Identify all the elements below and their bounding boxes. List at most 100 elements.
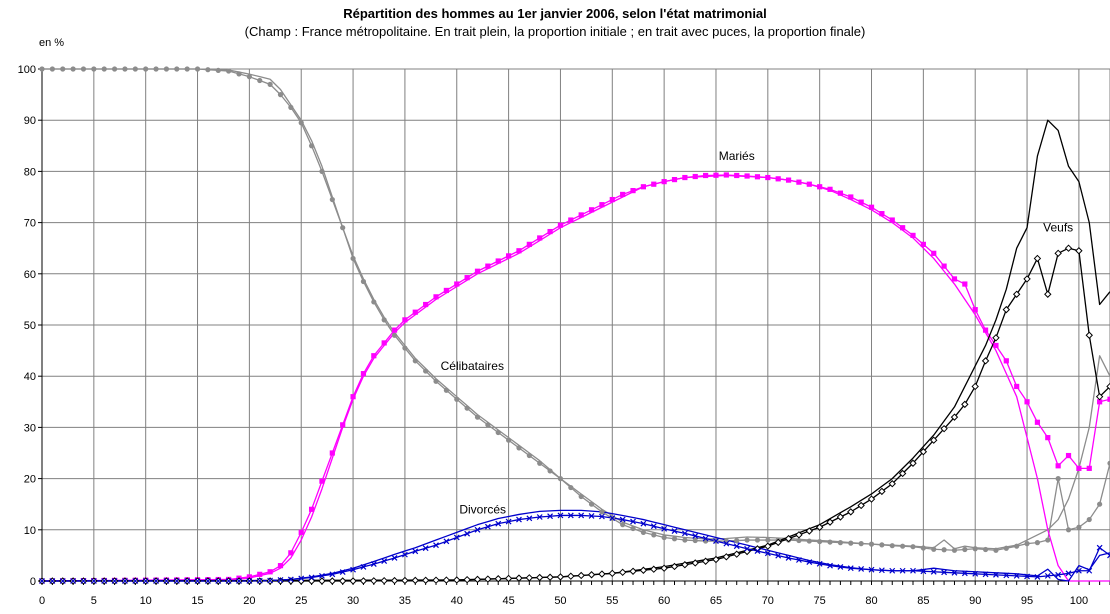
x-tick-label: 35 bbox=[399, 595, 411, 607]
data-point-maries-proportion-finale bbox=[879, 211, 885, 217]
data-point-celibataires-proportion-finale bbox=[651, 532, 657, 538]
data-point-maries-proportion-finale bbox=[474, 268, 481, 274]
data-point-maries-proportion-finale bbox=[785, 177, 792, 183]
data-point-divorces-proportion-finale bbox=[889, 567, 896, 574]
data-point-maries-proportion-finale bbox=[713, 172, 719, 178]
data-point-celibataires-proportion-finale bbox=[734, 537, 740, 544]
data-point-veufs-proportion-finale bbox=[349, 577, 357, 585]
data-point-celibataires-proportion-finale bbox=[215, 67, 221, 73]
data-point-maries-proportion-finale bbox=[298, 529, 304, 535]
x-tick-label: 0 bbox=[39, 595, 45, 607]
data-point-maries-proportion-finale bbox=[485, 263, 491, 269]
data-point-maries-proportion-finale bbox=[734, 172, 740, 179]
data-point-veufs-proportion-finale bbox=[888, 480, 896, 488]
data-point-divorces-proportion-finale bbox=[951, 569, 958, 576]
data-point-celibataires-proportion-finale bbox=[920, 545, 926, 551]
data-point-veufs-proportion-finale bbox=[494, 575, 502, 583]
data-point-divorces-proportion-finale bbox=[215, 578, 222, 584]
data-point-celibataires-proportion-finale bbox=[879, 542, 885, 548]
data-point-veufs-proportion-finale bbox=[961, 400, 969, 409]
data-point-celibataires-proportion-finale bbox=[402, 345, 408, 351]
data-point-celibataires-proportion-finale bbox=[371, 299, 377, 305]
data-point-veufs-proportion-finale bbox=[971, 382, 979, 391]
axes: 0 10 20 30 40 50 60 70 80 90 100 0 5 10 15 20 25 30 35 40 45… bbox=[18, 64, 1110, 607]
data-point-veufs-proportion-finale bbox=[784, 534, 793, 543]
x-tick-label: 30 bbox=[347, 595, 359, 607]
data-point-divorces-proportion-finale bbox=[1075, 567, 1082, 574]
data-point-veufs-proportion-finale bbox=[370, 577, 378, 585]
series-line-veufs-proportion-finale bbox=[42, 247, 1110, 582]
data-point-maries-proportion-finale bbox=[506, 253, 512, 259]
data-point-veufs-proportion-finale bbox=[950, 413, 959, 421]
data-point-divorces-proportion-finale bbox=[277, 577, 284, 583]
annotation-label: Célibataires bbox=[441, 359, 504, 373]
data-point-celibataires-proportion-finale bbox=[495, 429, 501, 436]
data-point-divorces-proportion-finale bbox=[433, 542, 439, 549]
data-point-divorces-proportion-finale bbox=[837, 563, 844, 570]
data-point-divorces-proportion-finale bbox=[49, 578, 56, 584]
data-point-divorces-proportion-finale bbox=[1024, 573, 1030, 580]
data-point-celibataires-proportion-finale bbox=[1024, 541, 1030, 547]
data-point-divorces-proportion-finale bbox=[567, 512, 574, 519]
data-point-celibataires-proportion-finale bbox=[412, 358, 418, 364]
data-point-celibataires-proportion-finale bbox=[91, 66, 97, 72]
data-point-maries-proportion-finale bbox=[1076, 465, 1082, 471]
data-point-divorces-proportion-finale bbox=[339, 569, 346, 575]
data-point-maries-proportion-finale bbox=[350, 394, 356, 400]
data-point-divorces-proportion-finale bbox=[609, 515, 616, 521]
data-point-divorces-proportion-finale bbox=[246, 578, 253, 584]
data-point-celibataires-proportion-finale bbox=[640, 529, 646, 535]
data-point-divorces-proportion-finale bbox=[225, 578, 232, 584]
data-point-divorces-proportion-finale bbox=[443, 538, 450, 545]
data-point-divorces-proportion-finale bbox=[993, 571, 999, 578]
data-point-maries-proportion-finale bbox=[391, 327, 398, 333]
data-point-veufs-proportion-finale bbox=[1054, 249, 1062, 258]
data-point-celibataires-proportion-finale bbox=[485, 422, 491, 428]
data-point-divorces-proportion-finale bbox=[1013, 572, 1020, 579]
data-point-celibataires-proportion-finale bbox=[205, 67, 211, 73]
x-tick-label: 75 bbox=[814, 595, 826, 607]
data-point-veufs-proportion-finale bbox=[909, 459, 917, 467]
data-point-celibataires-proportion-finale bbox=[661, 534, 667, 541]
data-point-maries-proportion-finale bbox=[1107, 396, 1110, 402]
data-point-divorces-proportion-finale bbox=[1065, 570, 1072, 577]
data-point-celibataires-proportion-finale bbox=[1086, 516, 1092, 523]
data-point-maries-proportion-finale bbox=[329, 450, 335, 456]
data-point-celibataires-proportion-finale bbox=[848, 540, 854, 546]
data-point-divorces-proportion-finale bbox=[287, 576, 294, 583]
data-point-veufs-proportion-finale bbox=[701, 557, 710, 565]
series-line-celibataires-proportion-finale bbox=[42, 68, 1110, 551]
data-point-maries-proportion-finale bbox=[630, 188, 636, 194]
data-point-veufs-proportion-finale bbox=[660, 564, 668, 572]
data-point-celibataires-proportion-finale bbox=[288, 104, 294, 110]
data-point-celibataires-proportion-finale bbox=[381, 317, 387, 323]
x-tick-label: 70 bbox=[762, 595, 774, 607]
data-point-celibataires-proportion-finale bbox=[889, 543, 895, 549]
data-point-maries-proportion-finale bbox=[972, 307, 978, 313]
data-point-celibataires-proportion-finale bbox=[827, 539, 833, 545]
data-point-maries-proportion-finale bbox=[454, 281, 460, 287]
data-point-celibataires-proportion-finale bbox=[796, 537, 802, 544]
data-point-celibataires-proportion-finale bbox=[163, 66, 170, 72]
data-point-celibataires-proportion-finale bbox=[1065, 527, 1072, 533]
data-point-divorces-proportion-finale bbox=[236, 578, 242, 584]
data-point-celibataires-proportion-finale bbox=[226, 68, 232, 74]
data-point-veufs-proportion-finale bbox=[525, 574, 534, 582]
data-point-maries-proportion-finale bbox=[858, 199, 864, 205]
x-tick-label: 85 bbox=[917, 595, 929, 607]
data-point-veufs-proportion-finale bbox=[318, 577, 326, 585]
data-point-divorces-proportion-finale bbox=[650, 523, 657, 530]
data-point-maries-proportion-finale bbox=[765, 174, 771, 181]
data-point-celibataires-proportion-finale bbox=[1014, 543, 1020, 549]
data-point-divorces-proportion-finale bbox=[308, 574, 315, 581]
data-point-maries-proportion-finale bbox=[1045, 435, 1051, 441]
data-point-divorces-proportion-finale bbox=[681, 530, 688, 537]
data-point-veufs-proportion-finale bbox=[421, 576, 430, 584]
data-point-divorces-proportion-finale bbox=[464, 530, 471, 537]
y-tick-label: 50 bbox=[24, 320, 36, 332]
data-point-veufs-proportion-finale bbox=[940, 424, 948, 433]
data-point-veufs-proportion-finale bbox=[722, 553, 731, 561]
x-tick-label: 5 bbox=[91, 595, 97, 607]
data-point-maries-proportion-finale bbox=[744, 173, 750, 179]
data-point-veufs-proportion-finale bbox=[629, 567, 637, 575]
